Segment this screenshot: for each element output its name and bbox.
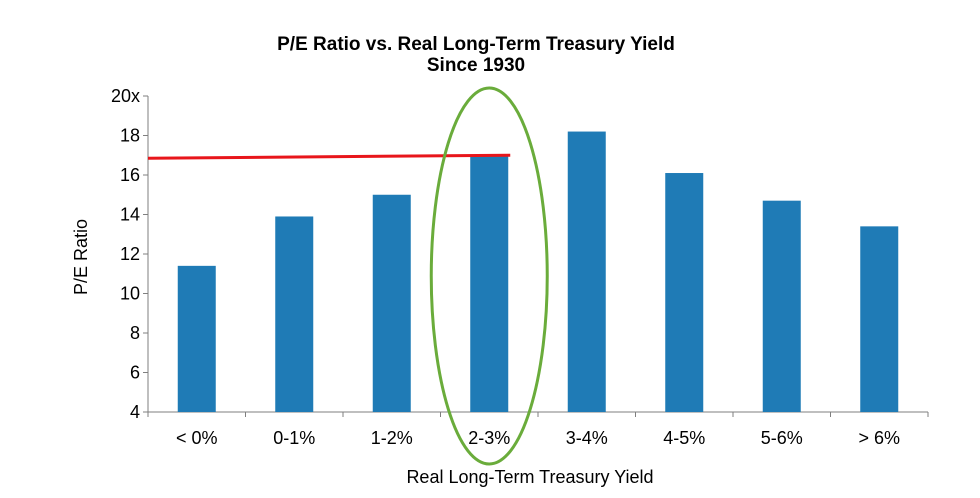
bar <box>372 194 411 412</box>
chart-title: P/E Ratio vs. Real Long-Term Treasury Yi… <box>277 34 675 55</box>
bar <box>177 265 216 412</box>
x-tick-label: > 6% <box>858 428 900 448</box>
chart-title-group: P/E Ratio vs. Real Long-Term Treasury Yi… <box>277 34 675 76</box>
annotations <box>147 86 549 466</box>
highlight-ellipse <box>429 86 549 466</box>
x-tick-label: 0-1% <box>273 428 315 448</box>
bar <box>567 131 606 413</box>
y-tick-label: 14 <box>120 205 140 225</box>
x-tick-label: 2-3% <box>468 428 510 448</box>
chart-subtitle: Since 1930 <box>427 55 525 76</box>
y-tick-label: 4 <box>130 402 140 422</box>
y-tick-label: 12 <box>120 244 140 264</box>
x-axis-label: Real Long-Term Treasury Yield <box>406 467 653 487</box>
y-tick-label: 6 <box>130 363 140 383</box>
x-tick-label: 3-4% <box>566 428 608 448</box>
y-tick-label: 16 <box>120 165 140 185</box>
bar <box>665 173 704 412</box>
y-tick-label: 8 <box>130 323 140 343</box>
bar <box>275 216 314 412</box>
bar <box>470 155 509 412</box>
x-tick-label: 1-2% <box>371 428 413 448</box>
plot-area <box>147 96 928 413</box>
x-tick-label: 4-5% <box>663 428 705 448</box>
y-tick-label: 10 <box>120 284 140 304</box>
x-axis-ticks: < 0% 0-1% 1-2% 2-3% 3-4% 4-5% 5-6% > 6% <box>147 412 929 448</box>
x-tick-label: 5-6% <box>761 428 803 448</box>
reference-line <box>147 153 511 160</box>
y-tick-label: 18 <box>120 126 140 146</box>
y-axis-ticks: 4 6 8 10 12 14 16 18 20x <box>111 86 148 422</box>
y-tick-label: 20x <box>111 86 140 106</box>
x-tick-label: < 0% <box>176 428 218 448</box>
y-axis-label: P/E Ratio <box>71 219 91 295</box>
bar <box>762 200 801 412</box>
bar <box>860 226 899 412</box>
